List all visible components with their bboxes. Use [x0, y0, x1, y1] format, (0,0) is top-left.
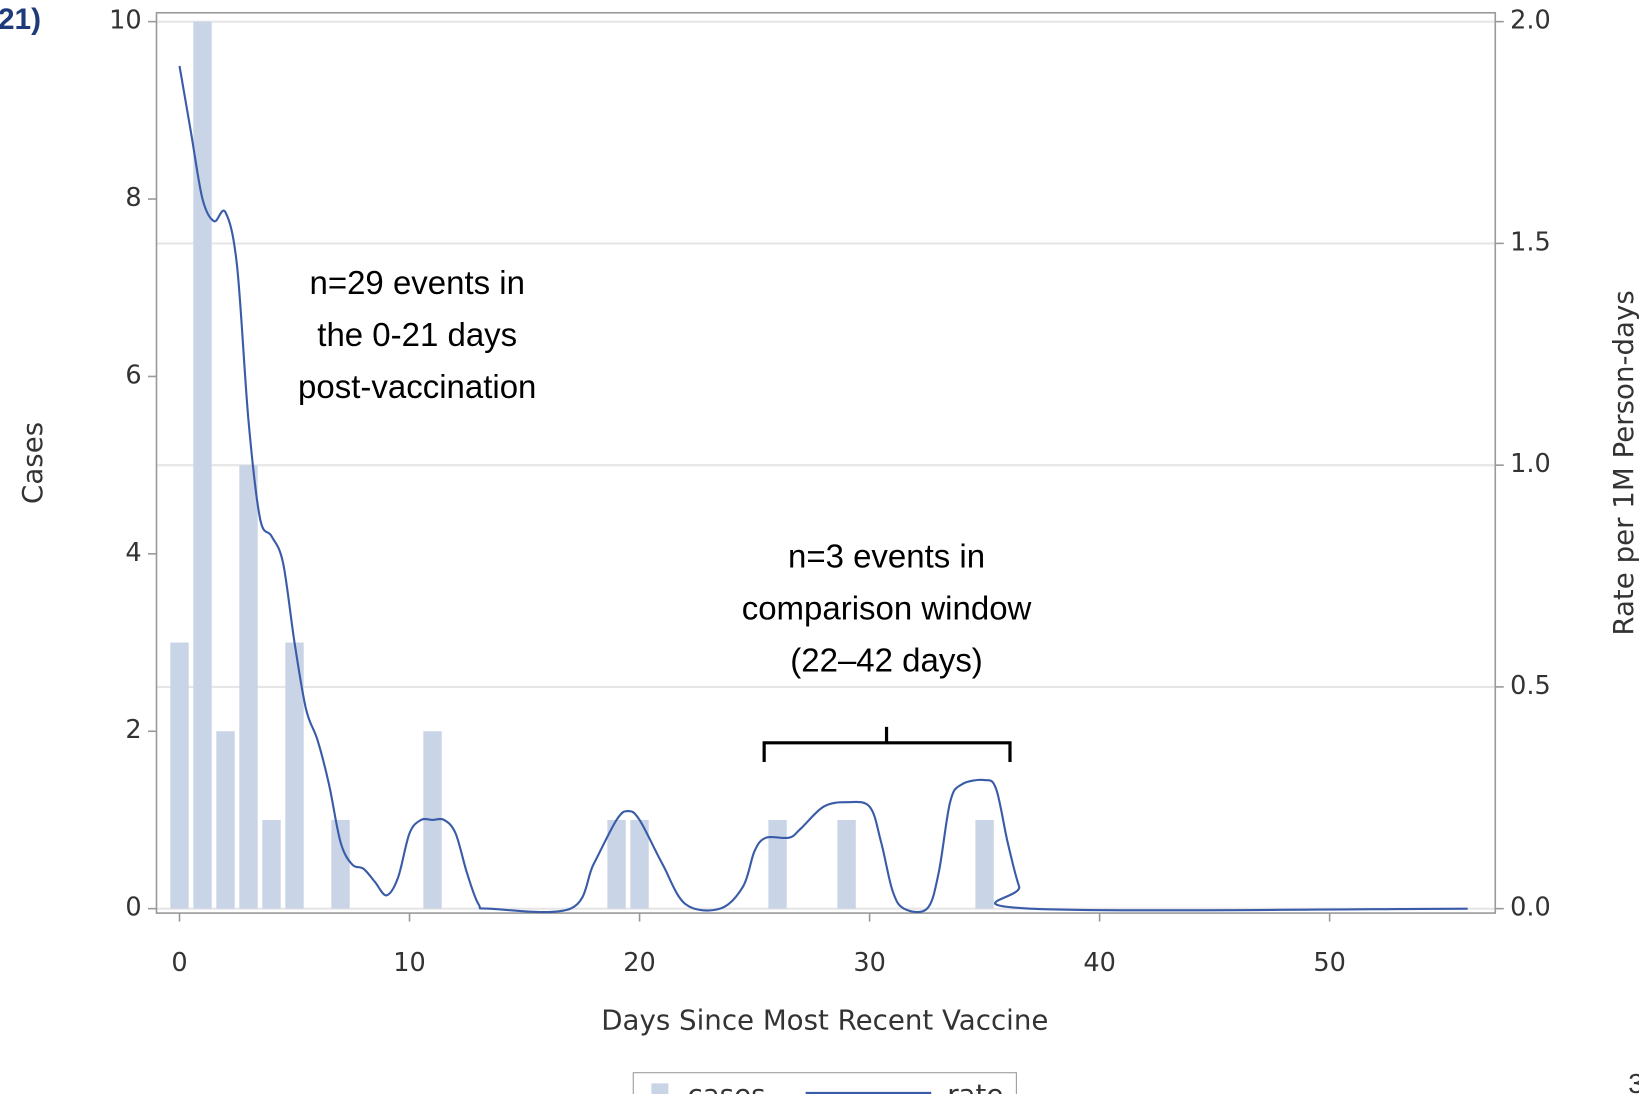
annotation: comparison window: [742, 590, 1032, 627]
rate-line: [178, 65, 1468, 914]
bar: [768, 819, 787, 909]
x-tick-label: 40: [1083, 948, 1116, 978]
bar: [975, 819, 994, 909]
legend-swatch: [651, 1083, 669, 1094]
bracket: [762, 726, 1012, 762]
annotation: the 0-21 days: [317, 316, 517, 353]
x-tick-label: 50: [1313, 948, 1346, 978]
bar: [193, 21, 212, 909]
x-tick-label: 20: [623, 948, 656, 978]
y-axis-label: Cases: [16, 422, 49, 504]
page-label: 21): [0, 3, 41, 36]
annotation: n=29 events in: [309, 264, 524, 301]
y2-tick-label: 0.0: [1510, 893, 1551, 923]
bar: [285, 642, 304, 909]
bar: [331, 819, 350, 909]
bar: [170, 642, 189, 909]
y-tick-label: 0: [125, 893, 141, 923]
bar: [216, 731, 235, 909]
x-tick-label: 0: [171, 948, 187, 978]
y2-tick-label: 2.0: [1510, 6, 1551, 36]
legend-label: cases: [688, 1078, 766, 1094]
x-axis-label: Days Since Most Recent Vaccine: [601, 1004, 1048, 1037]
annotation: post-vaccination: [298, 368, 536, 405]
legend-label: rate: [947, 1078, 1003, 1094]
legend-frame: [632, 1072, 1017, 1094]
x-tick-label: 10: [393, 948, 426, 978]
y-tick-label: 2: [125, 715, 141, 745]
y-tick-label: 8: [125, 183, 141, 213]
y2-tick-label: 1.0: [1510, 449, 1551, 479]
y2-tick-label: 0.5: [1510, 671, 1551, 701]
bar: [262, 819, 281, 909]
annotation: n=3 events in: [788, 537, 985, 574]
y-tick-label: 6: [125, 360, 141, 390]
y-tick-label: 10: [109, 6, 142, 36]
bar: [630, 819, 649, 909]
bar: [239, 465, 258, 909]
y2-tick-label: 1.5: [1510, 227, 1551, 257]
plot-frame: [155, 11, 1497, 914]
x-tick-label: 30: [853, 948, 886, 978]
annotation: (22–42 days): [790, 642, 983, 679]
bar: [607, 819, 626, 909]
bar: [837, 819, 856, 909]
y2-axis-label: Rate per 1M Person-days: [1607, 290, 1639, 635]
page-number: 3: [1628, 1068, 1639, 1094]
y-tick-label: 4: [125, 538, 141, 568]
